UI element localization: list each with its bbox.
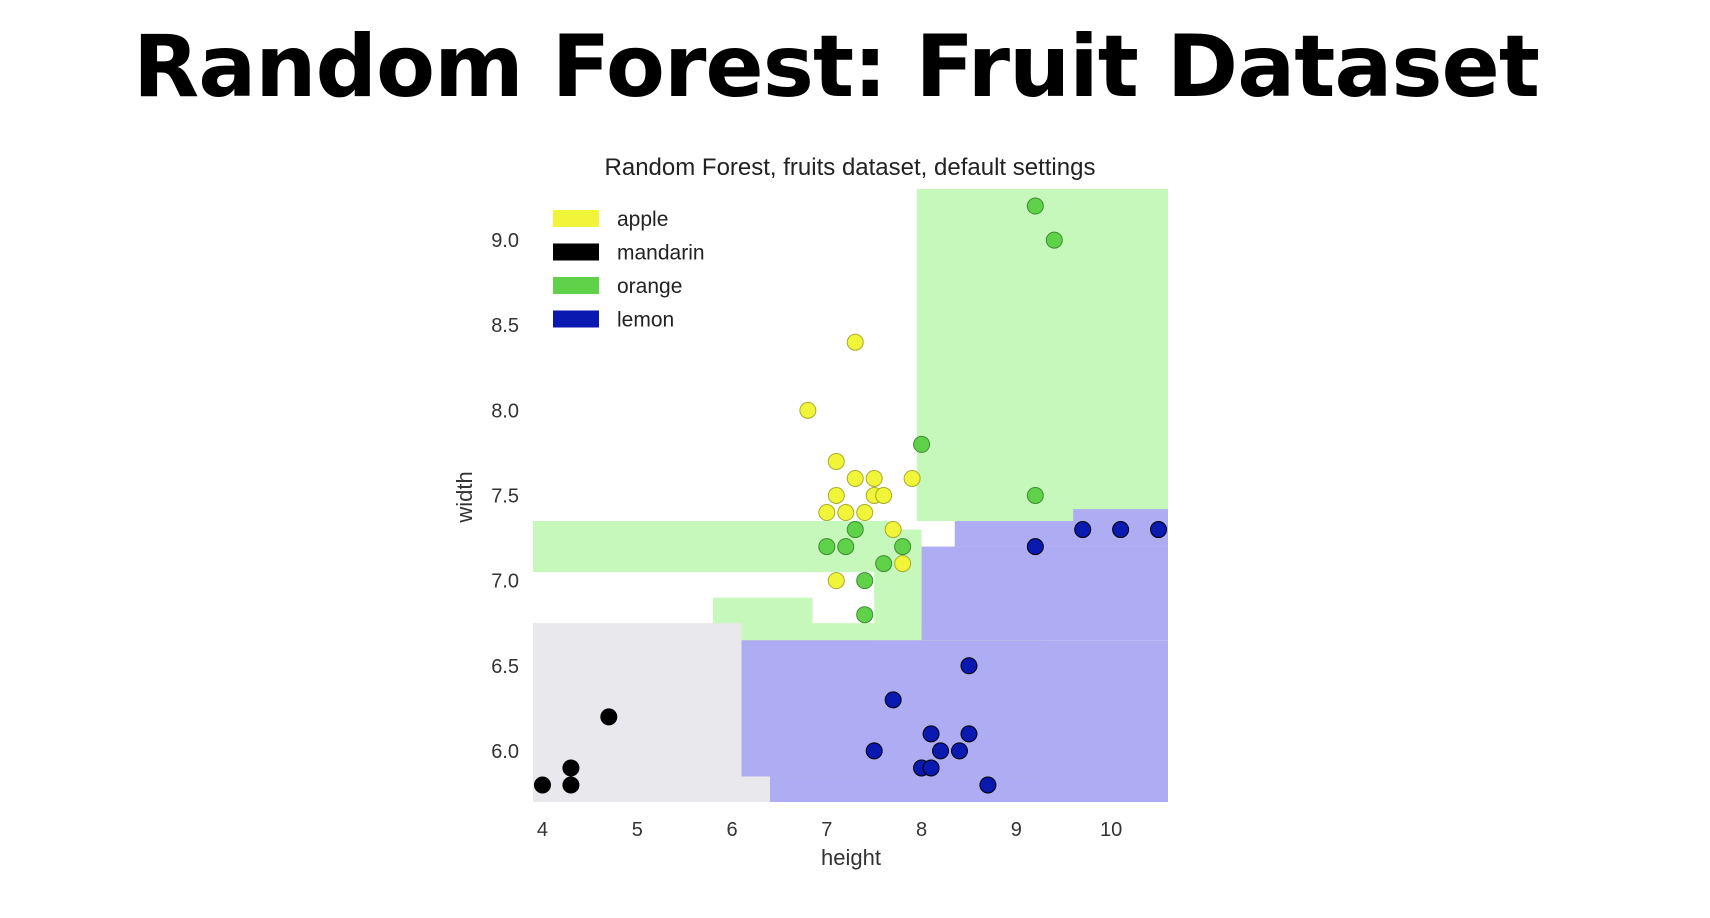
point-apple: [846, 469, 864, 487]
point-apple: [846, 333, 864, 351]
legend-swatch-lemon: [553, 310, 599, 328]
point-lemon: [1112, 521, 1130, 539]
point-lemon: [960, 657, 978, 675]
point-orange: [894, 538, 912, 556]
legend-label-lemon: lemon: [617, 309, 674, 332]
point-lemon: [960, 725, 978, 743]
axis-ticks: 4 5 6 7 8 9 10 6.0 6.5 7.0 7.5 8.0 8.5 9.0: [491, 230, 1122, 841]
point-orange: [875, 555, 893, 573]
point-lemon: [922, 759, 940, 777]
y-tick-label: 9.0: [491, 230, 519, 252]
chart-title: Random Forest, fruits dataset, default s…: [605, 154, 1096, 181]
point-orange: [856, 606, 874, 624]
point-orange: [846, 521, 864, 539]
point-lemon: [884, 691, 902, 709]
y-tick-label: 7.5: [491, 486, 519, 508]
y-tick-label: 6.0: [491, 741, 519, 763]
x-tick-label: 6: [726, 819, 737, 841]
region-mandarin: [741, 776, 770, 802]
point-lemon: [932, 742, 950, 760]
point-orange: [837, 538, 855, 556]
point-apple: [865, 469, 883, 487]
decision-regions: [533, 189, 1168, 802]
point-apple: [827, 452, 845, 470]
region-orange: [812, 623, 922, 641]
legend-swatch-apple: [553, 210, 599, 227]
point-mandarin: [562, 776, 580, 794]
x-tick-label: 9: [1011, 819, 1022, 841]
point-mandarin: [600, 708, 618, 726]
point-lemon: [979, 776, 997, 794]
legend-label-mandarin: mandarin: [617, 242, 705, 265]
region-lemon: [954, 521, 1168, 547]
y-tick-label: 6.5: [491, 656, 519, 678]
slide-title: Random Forest: Fruit Dataset: [133, 17, 1540, 117]
point-orange: [913, 435, 931, 453]
y-tick-label: 8.5: [491, 315, 519, 337]
point-apple: [827, 572, 845, 590]
y-axis-label: width: [452, 471, 477, 523]
point-apple: [903, 469, 921, 487]
point-lemon: [950, 742, 968, 760]
legend-label-orange: orange: [617, 275, 682, 298]
region-lemon: [1073, 509, 1168, 522]
point-apple: [894, 555, 912, 573]
x-tick-label: 5: [632, 819, 643, 841]
point-apple: [875, 487, 893, 504]
point-mandarin: [562, 759, 580, 777]
point-lemon: [1150, 521, 1168, 539]
region-lemon: [769, 776, 1168, 802]
legend: apple mandarin orange lemon: [553, 208, 705, 332]
point-apple: [856, 504, 874, 522]
point-orange: [1026, 487, 1044, 504]
region-mandarin: [533, 623, 742, 802]
point-lemon: [922, 725, 940, 743]
point-orange: [818, 538, 836, 556]
x-tick-label: 4: [537, 819, 548, 841]
x-tick-label: 8: [916, 819, 927, 841]
x-axis-label: height: [821, 845, 881, 870]
point-orange: [1045, 231, 1063, 249]
point-lemon: [1026, 538, 1044, 556]
point-orange: [1026, 197, 1044, 215]
data-points: [533, 197, 1168, 794]
point-lemon: [1074, 521, 1092, 539]
point-apple: [884, 521, 902, 539]
point-lemon: [865, 742, 883, 760]
point-apple: [818, 504, 836, 522]
region-lemon: [921, 546, 1168, 641]
point-apple: [827, 487, 845, 504]
x-tick-label: 7: [821, 819, 832, 841]
legend-label-apple: apple: [617, 208, 668, 231]
legend-swatch-orange: [553, 277, 599, 294]
x-tick-label: 10: [1100, 819, 1122, 841]
y-tick-label: 8.0: [491, 400, 519, 422]
point-mandarin: [533, 776, 551, 794]
region-orange: [916, 189, 1168, 522]
point-orange: [856, 572, 874, 590]
point-apple: [799, 401, 817, 419]
point-apple: [837, 504, 855, 522]
y-tick-label: 7.0: [491, 571, 519, 593]
legend-swatch-mandarin: [553, 243, 599, 261]
